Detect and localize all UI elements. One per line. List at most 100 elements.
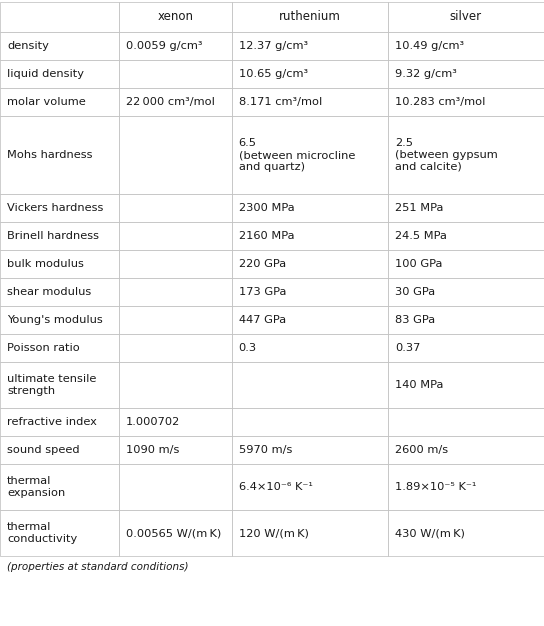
Text: 1.000702: 1.000702	[126, 417, 180, 427]
Text: 0.0059 g/cm³: 0.0059 g/cm³	[126, 41, 202, 51]
Bar	[119, 250, 232, 278]
Text: Vickers hardness: Vickers hardness	[7, 203, 103, 213]
Bar	[232, 306, 388, 334]
Bar	[0, 408, 119, 436]
Bar	[0, 116, 119, 194]
Text: 10.283 cm³/mol: 10.283 cm³/mol	[395, 97, 485, 107]
Bar	[232, 32, 388, 60]
Bar	[232, 278, 388, 306]
Bar	[119, 464, 232, 510]
Text: 6.5
(between microcline
and quartz): 6.5 (between microcline and quartz)	[239, 138, 355, 172]
Text: 220 GPa: 220 GPa	[239, 259, 286, 269]
Text: xenon: xenon	[157, 11, 193, 24]
Text: ultimate tensile
strength: ultimate tensile strength	[7, 374, 96, 396]
Text: 22 000 cm³/mol: 22 000 cm³/mol	[126, 97, 214, 107]
Bar	[232, 362, 388, 408]
Text: refractive index: refractive index	[7, 417, 97, 427]
Text: 251 MPa: 251 MPa	[395, 203, 443, 213]
Bar	[119, 334, 232, 362]
Text: 6.4×10⁻⁶ K⁻¹: 6.4×10⁻⁶ K⁻¹	[239, 482, 313, 492]
Bar	[0, 250, 119, 278]
Bar	[0, 362, 119, 408]
Text: bulk modulus: bulk modulus	[7, 259, 84, 269]
Bar	[0, 222, 119, 250]
Bar	[119, 510, 232, 556]
Bar	[388, 436, 544, 464]
Text: 0.37: 0.37	[395, 343, 421, 353]
Bar	[0, 334, 119, 362]
Text: 24.5 MPa: 24.5 MPa	[395, 231, 447, 241]
Text: 8.171 cm³/mol: 8.171 cm³/mol	[239, 97, 322, 107]
Bar	[232, 194, 388, 222]
Bar	[232, 436, 388, 464]
Bar	[119, 194, 232, 222]
Text: 2.5
(between gypsum
and calcite): 2.5 (between gypsum and calcite)	[395, 138, 498, 172]
Text: 1.89×10⁻⁵ K⁻¹: 1.89×10⁻⁵ K⁻¹	[395, 482, 476, 492]
Bar	[0, 510, 119, 556]
Bar	[388, 32, 544, 60]
Text: sound speed: sound speed	[7, 445, 79, 455]
Bar	[388, 362, 544, 408]
Bar	[119, 436, 232, 464]
Bar	[0, 2, 119, 32]
Text: density: density	[7, 41, 49, 51]
Bar	[0, 194, 119, 222]
Text: 447 GPa: 447 GPa	[239, 315, 286, 325]
Bar	[119, 408, 232, 436]
Bar	[0, 278, 119, 306]
Text: 2160 MPa: 2160 MPa	[239, 231, 294, 241]
Bar	[388, 116, 544, 194]
Bar	[0, 88, 119, 116]
Bar	[119, 116, 232, 194]
Text: molar volume: molar volume	[7, 97, 86, 107]
Bar	[119, 362, 232, 408]
Text: 12.37 g/cm³: 12.37 g/cm³	[239, 41, 308, 51]
Bar	[0, 32, 119, 60]
Bar	[388, 510, 544, 556]
Bar	[232, 334, 388, 362]
Bar	[232, 88, 388, 116]
Text: 2300 MPa: 2300 MPa	[239, 203, 294, 213]
Bar	[388, 2, 544, 32]
Bar	[388, 60, 544, 88]
Text: 120 W/(m K): 120 W/(m K)	[239, 528, 308, 538]
Text: Brinell hardness: Brinell hardness	[7, 231, 99, 241]
Text: 430 W/(m K): 430 W/(m K)	[395, 528, 465, 538]
Bar	[388, 464, 544, 510]
Text: liquid density: liquid density	[7, 69, 84, 79]
Bar	[232, 464, 388, 510]
Bar	[0, 60, 119, 88]
Bar	[388, 194, 544, 222]
Bar	[0, 436, 119, 464]
Bar	[232, 250, 388, 278]
Bar	[388, 278, 544, 306]
Text: thermal
expansion: thermal expansion	[7, 476, 65, 498]
Text: 9.32 g/cm³: 9.32 g/cm³	[395, 69, 457, 79]
Text: 10.65 g/cm³: 10.65 g/cm³	[239, 69, 308, 79]
Bar	[232, 408, 388, 436]
Text: 10.49 g/cm³: 10.49 g/cm³	[395, 41, 464, 51]
Bar	[0, 464, 119, 510]
Text: 2600 m/s: 2600 m/s	[395, 445, 448, 455]
Bar	[388, 88, 544, 116]
Bar	[119, 2, 232, 32]
Bar	[119, 60, 232, 88]
Bar	[0, 306, 119, 334]
Bar	[388, 408, 544, 436]
Bar	[119, 88, 232, 116]
Text: 140 MPa: 140 MPa	[395, 380, 443, 390]
Bar	[388, 250, 544, 278]
Text: 100 GPa: 100 GPa	[395, 259, 442, 269]
Bar	[388, 306, 544, 334]
Text: shear modulus: shear modulus	[7, 287, 91, 297]
Bar	[388, 334, 544, 362]
Text: ruthenium: ruthenium	[279, 11, 341, 24]
Text: 30 GPa: 30 GPa	[395, 287, 435, 297]
Text: 0.00565 W/(m K): 0.00565 W/(m K)	[126, 528, 221, 538]
Text: thermal
conductivity: thermal conductivity	[7, 522, 77, 544]
Text: 5970 m/s: 5970 m/s	[239, 445, 292, 455]
Bar	[119, 222, 232, 250]
Text: 83 GPa: 83 GPa	[395, 315, 435, 325]
Text: (properties at standard conditions): (properties at standard conditions)	[7, 562, 189, 572]
Text: 173 GPa: 173 GPa	[239, 287, 286, 297]
